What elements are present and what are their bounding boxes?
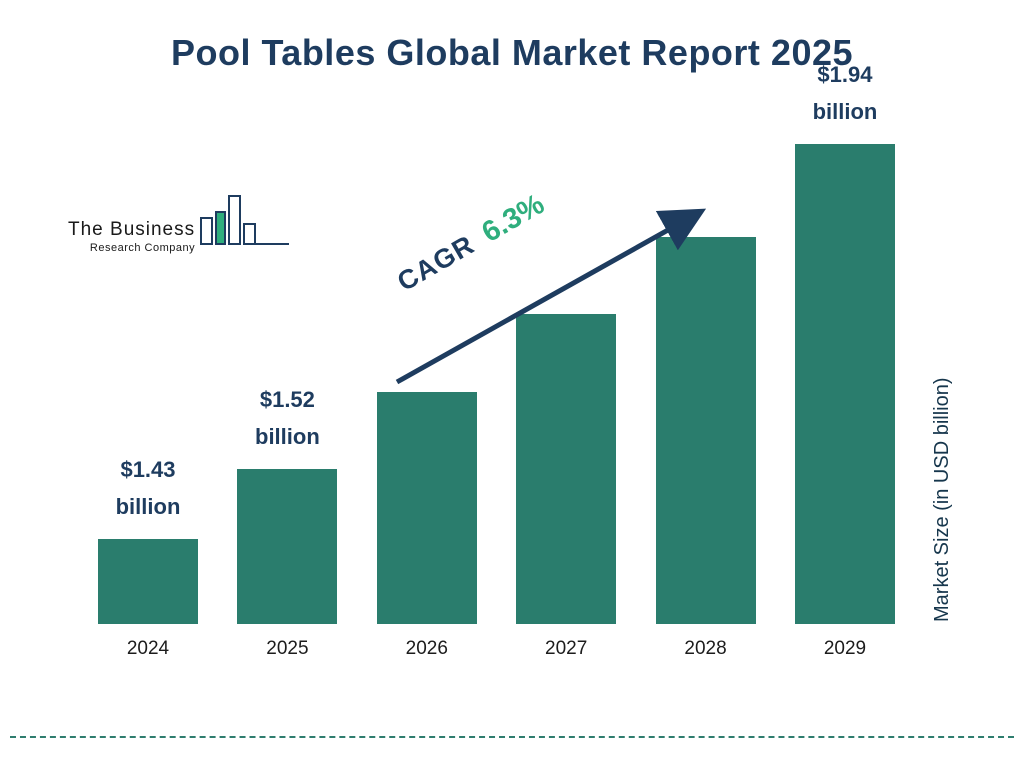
bar-2026 xyxy=(376,392,477,624)
bar-2029 xyxy=(794,144,895,624)
company-logo: The Business Research Company xyxy=(68,190,291,254)
y-axis-label: Market Size (in USD billion) xyxy=(931,377,953,623)
bar-area-2029: $1.94 billion xyxy=(794,62,895,624)
bar-2024 xyxy=(98,539,198,624)
x-axis-label-2026: 2026 xyxy=(405,638,448,659)
bar-area-2024: $1.43 billion xyxy=(98,144,198,624)
bottom-dashed-divider xyxy=(10,736,1014,738)
x-axis-label-2029: 2029 xyxy=(823,638,867,659)
bar-2028 xyxy=(655,237,756,624)
company-logo-text: The Business Research Company xyxy=(68,219,195,254)
x-axis-label-2028: 2028 xyxy=(684,638,727,659)
bar-value-label-2024: $1.43 billion xyxy=(115,457,181,519)
bar-column-2029: $1.94 billion 2029 xyxy=(794,62,895,660)
x-axis-label-2025: 2025 xyxy=(266,638,309,659)
logo-subtitle: Research Company xyxy=(89,242,196,254)
bar-column-2025: $1.52 billion 2025 xyxy=(237,144,338,660)
bar-area-2026 xyxy=(376,144,477,624)
bar-column-2024: $1.43 billion 2024 xyxy=(98,144,198,660)
bar-2025 xyxy=(237,469,338,624)
bar-value-label-2029: $1.94 billion xyxy=(812,62,878,124)
bar-area-2028 xyxy=(655,144,756,624)
x-axis-label-2027: 2027 xyxy=(545,638,588,659)
logo-name: The Business xyxy=(68,219,196,240)
bar-2027 xyxy=(516,314,617,624)
page-title: Pool Tables Global Market Report 2025 xyxy=(170,32,854,73)
bar-column-2026: 2026 xyxy=(376,144,477,660)
plot-area: $1.43 billion 2024 $1.52 billion 2025 2026 2027… xyxy=(98,62,895,660)
bar-value-label-2025: $1.52 billion xyxy=(255,387,320,449)
bar-column-2028: 2028 xyxy=(655,144,756,660)
bar-chart-logo-icon xyxy=(200,195,290,245)
x-axis-label-2024: 2024 xyxy=(126,638,170,659)
bar-area-2025: $1.52 billion xyxy=(237,144,338,624)
